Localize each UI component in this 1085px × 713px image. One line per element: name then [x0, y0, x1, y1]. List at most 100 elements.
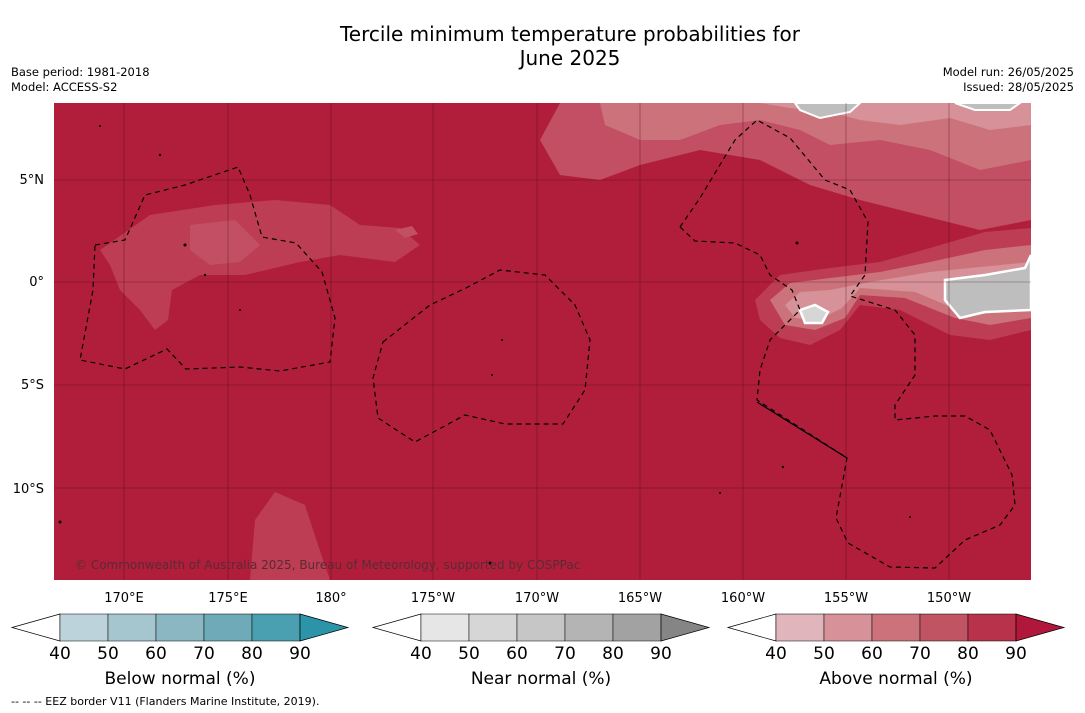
lat-label: 5°N	[20, 173, 45, 188]
island	[719, 492, 721, 494]
island	[488, 561, 492, 565]
colorbar-tick-label: 80	[241, 644, 263, 664]
colorbar-left-tip	[726, 613, 777, 642]
colorbar-right-tip	[1015, 613, 1066, 642]
island	[781, 465, 785, 469]
colorbar-0: 40 50 60 70 80 90 Below normal (%)	[10, 613, 350, 689]
island	[183, 243, 187, 247]
colorbar-tick-label: 40	[765, 644, 787, 664]
east-near-normal	[943, 254, 1031, 320]
lon-label: 170°E	[104, 591, 144, 606]
eez-kiribati-gilbert	[79, 166, 336, 372]
copyright-note: © Commonwealth of Australia 2025, Bureau…	[75, 558, 581, 572]
colorbar-title: Above normal (%)	[819, 669, 972, 689]
west-region-75	[190, 220, 260, 265]
colorbar-tick-label: 40	[49, 644, 71, 664]
north-near-normal-2	[954, 103, 1022, 111]
colorbar-segment	[871, 613, 921, 642]
island	[909, 516, 911, 518]
title-line-1: Tercile minimum temperature probabilitie…	[339, 22, 801, 46]
small-blob	[395, 226, 418, 238]
lat-labels: 5°N 0° 5°S 10°S	[13, 173, 44, 497]
colorbar-segment	[251, 613, 301, 642]
eez-line-islands	[679, 119, 1016, 569]
colorbar-segment	[59, 613, 109, 642]
island	[99, 125, 101, 127]
west-region-70	[100, 200, 420, 330]
chart-title: Tercile minimum temperature probabilitie…	[0, 22, 1085, 70]
lon-label: 180°	[315, 591, 346, 606]
north-near-normal	[793, 103, 862, 120]
model-run: Model run: 26/05/2025	[942, 65, 1074, 79]
meta-left: Base period: 1981-2018 Model: ACCESS-S2	[11, 65, 150, 95]
colorbar-1: 40 50 60 70 80 90 Near normal (%)	[371, 613, 711, 689]
colorbar-tick-label: 70	[909, 644, 931, 664]
colorbar-tick-label: 90	[289, 644, 311, 664]
colorbar-tick-label: 70	[554, 644, 576, 664]
issued-date: Issued: 28/05/2025	[963, 80, 1074, 94]
island	[203, 273, 207, 277]
lat-label: 0°	[29, 275, 44, 290]
lon-label: 175°W	[411, 591, 455, 606]
island	[239, 309, 241, 311]
colorbar-segment	[919, 613, 969, 642]
model-name: Model: ACCESS-S2	[11, 80, 118, 94]
solid-border	[756, 401, 848, 459]
probability-regions	[100, 103, 1031, 580]
islands	[58, 125, 911, 565]
colorbar-tick-label: 50	[97, 644, 119, 664]
lon-label: 170°W	[515, 591, 559, 606]
lon-label: 175°E	[208, 591, 248, 606]
colorbar-segment	[823, 613, 873, 642]
colorbar-tick-label: 60	[861, 644, 883, 664]
colorbar-segment	[967, 613, 1017, 642]
colorbars: 40 50 60 70 80 90 Below normal (%) 40 50 60 70 80 90…	[10, 613, 1066, 689]
lon-label: 150°W	[927, 591, 971, 606]
colorbar-left-tip	[10, 613, 61, 642]
colorbar-tick-label: 90	[650, 644, 672, 664]
colorbar-tick-label: 60	[145, 644, 167, 664]
colorbar-right-tip	[660, 613, 711, 642]
colorbar-tick-label: 70	[193, 644, 215, 664]
colorbar-segment	[516, 613, 566, 642]
island	[58, 520, 62, 524]
eez-borders	[79, 119, 1016, 569]
colorbar-tick-label: 50	[458, 644, 480, 664]
colorbar-title: Below normal (%)	[105, 669, 256, 689]
island	[158, 153, 162, 157]
colorbar-tick-label: 90	[1005, 644, 1027, 664]
colorbar-segment	[612, 613, 662, 642]
base-period: Base period: 1981-2018	[11, 65, 150, 79]
lon-label: 165°W	[618, 591, 662, 606]
equator-spot	[798, 303, 830, 325]
colorbar-tick-label: 80	[957, 644, 979, 664]
meta-right: Model run: 26/05/2025 Issued: 28/05/2025	[943, 65, 1074, 95]
colorbar-tick-label: 60	[506, 644, 528, 664]
lon-labels: 170°E 175°E 180° 175°W 170°W 165°W 160°W…	[104, 591, 971, 606]
eez-footnote: -- -- -- EEZ border V11 (Flanders Marine…	[11, 695, 320, 708]
colorbar-segment	[107, 613, 157, 642]
colorbar-segment	[775, 613, 825, 642]
lat-label: 10°S	[13, 482, 44, 497]
colorbar-tick-label: 40	[410, 644, 432, 664]
colorbar-left-tip	[371, 613, 422, 642]
island	[501, 339, 503, 341]
south-region	[250, 492, 330, 580]
colorbar-segment	[203, 613, 253, 642]
title-line-2: June 2025	[519, 46, 621, 70]
colorbar-segment	[468, 613, 518, 642]
colorbar-segment	[420, 613, 470, 642]
lon-label: 155°W	[824, 591, 868, 606]
colorbar-tick-label: 80	[602, 644, 624, 664]
lon-label: 160°W	[721, 591, 765, 606]
island	[795, 241, 799, 245]
colorbar-segment	[564, 613, 614, 642]
eez-phoenix	[372, 269, 591, 443]
lat-label: 5°S	[21, 378, 44, 393]
colorbar-2: 40 50 60 70 80 90 Above normal (%)	[726, 613, 1066, 689]
grid-lines	[54, 103, 1031, 580]
colorbar-right-tip	[299, 613, 350, 642]
colorbar-title: Near normal (%)	[471, 669, 611, 689]
island	[491, 374, 493, 376]
